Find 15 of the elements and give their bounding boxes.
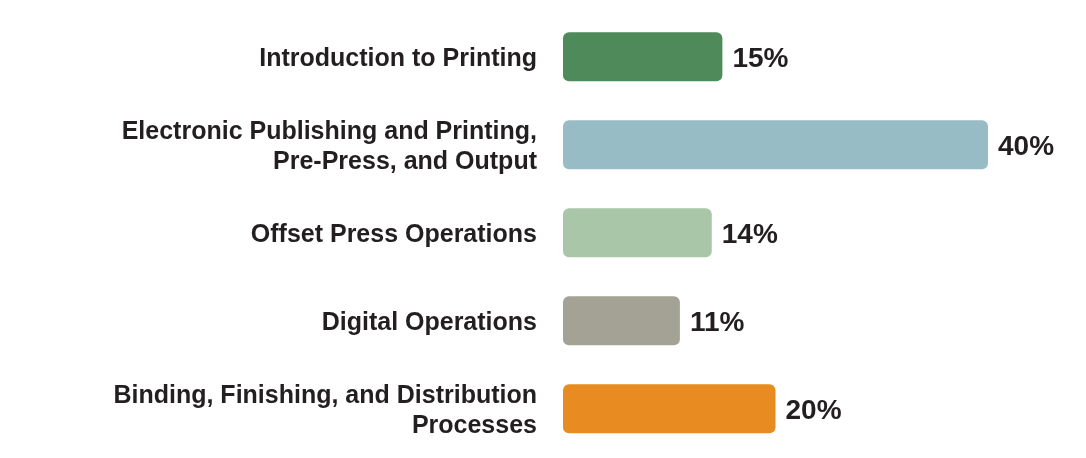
- data-label: 20%: [785, 393, 842, 425]
- data-label: 15%: [732, 41, 789, 73]
- bar: [563, 120, 988, 170]
- data-label: 11%: [689, 305, 745, 337]
- y-tick-label: Electronic Publishing and Printing, Pre-Press, and Output: [121, 116, 538, 174]
- bar: [563, 296, 680, 346]
- y-tick-label: Introduction to Printing: [259, 43, 537, 71]
- data-label: 14%: [721, 217, 778, 249]
- y-tick-label: Digital Operations: [321, 307, 537, 335]
- bar: [563, 32, 723, 82]
- y-tick-label: Binding, Finishing, and Distribution Processes: [113, 380, 537, 438]
- y-tick-label: Offset Press Operations: [250, 219, 537, 247]
- data-label: 40%: [998, 129, 1055, 161]
- bar: [563, 208, 712, 258]
- bar: [563, 384, 776, 434]
